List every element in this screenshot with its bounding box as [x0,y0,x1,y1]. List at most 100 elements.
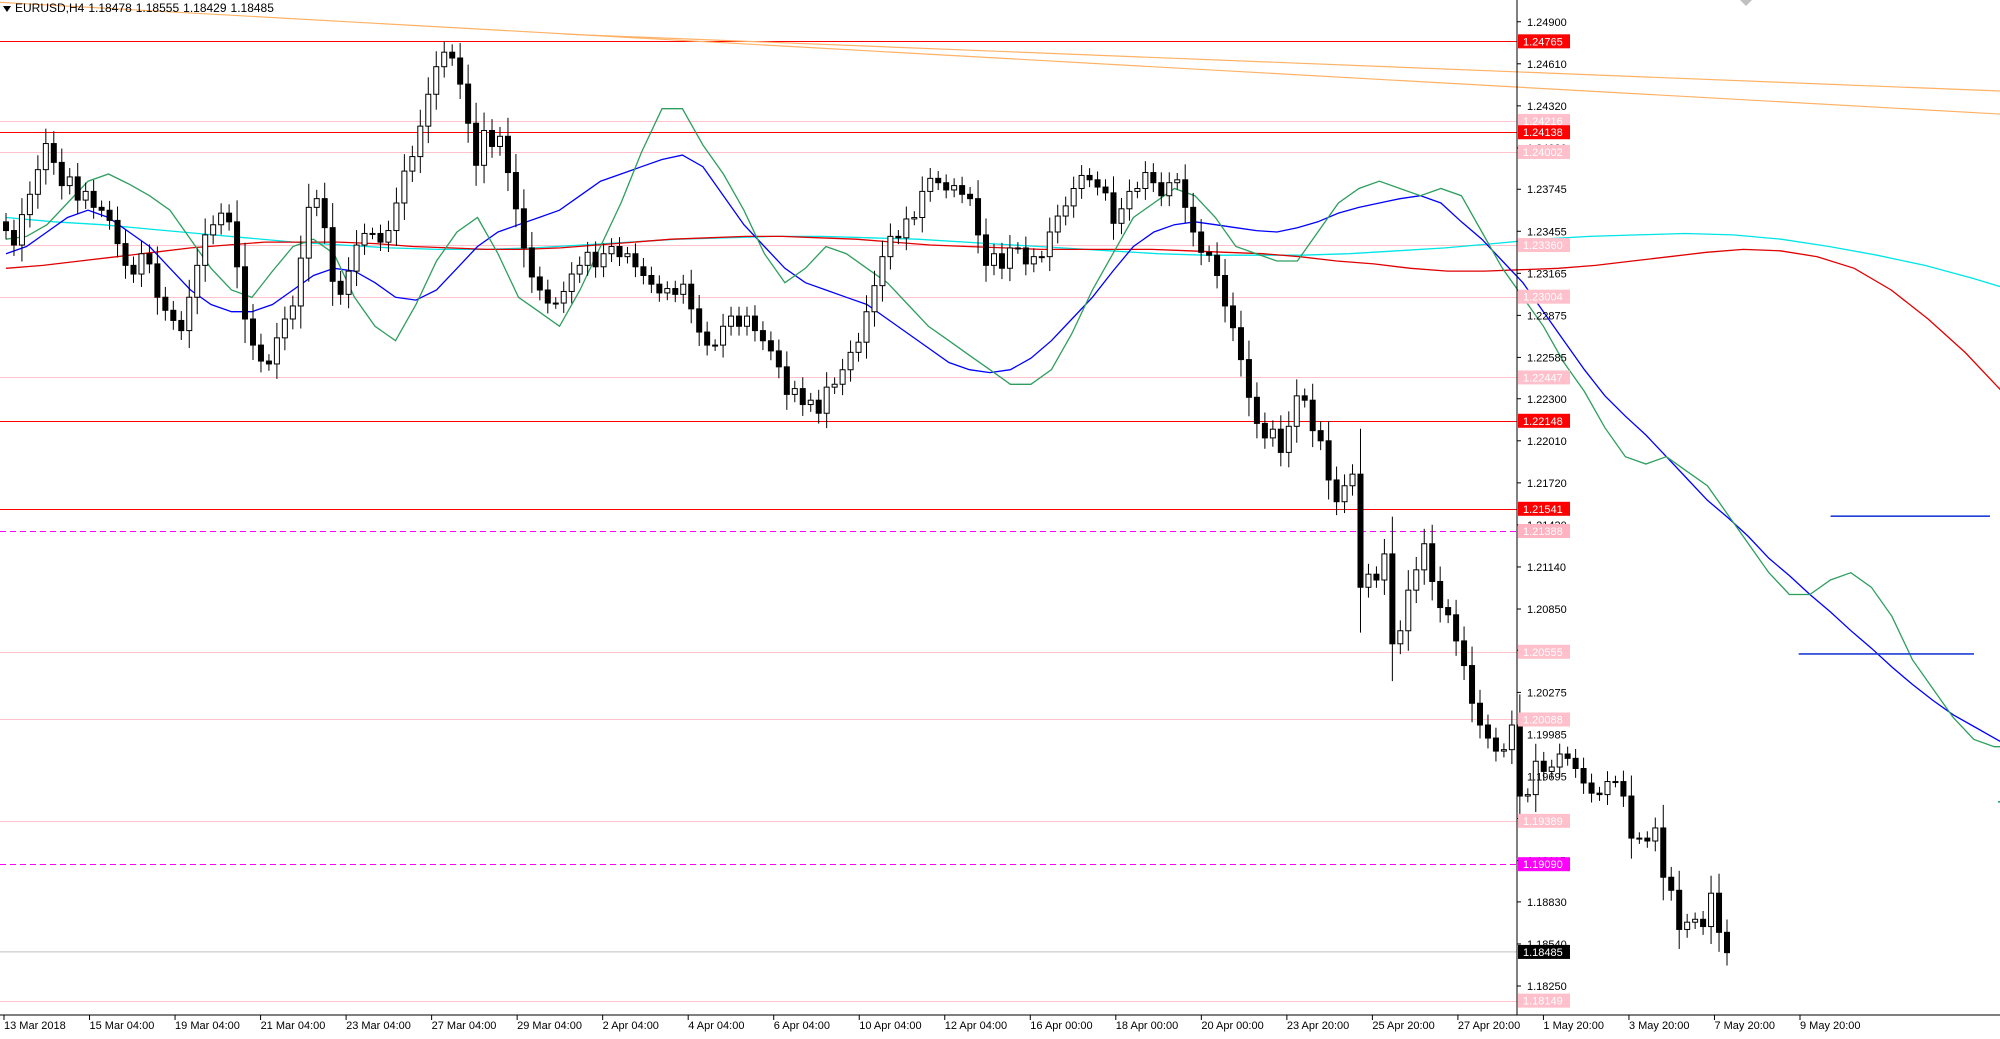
candle-body [1357,473,1364,588]
candle-body [1166,182,1173,197]
candle [1580,757,1587,794]
candle-body [473,122,480,166]
candle-body [1540,760,1547,772]
candle-body [1668,876,1675,891]
candle [329,203,336,306]
time-tick-label: 10 Apr 04:00 [859,1020,921,1032]
candle [1285,411,1292,468]
price-tick-label: 1.23745 [1527,184,1567,196]
candle-body [1349,473,1356,487]
candle [433,51,440,110]
candle [1492,727,1499,762]
candle-body [1126,190,1133,210]
candle [58,148,65,200]
candle [1620,770,1627,807]
candle-body [1222,275,1229,307]
candle-body [863,311,870,343]
candle-body [194,264,201,298]
price-tick-label: 1.21140 [1527,562,1566,574]
candle-body [345,270,352,295]
level-price-box [1518,144,1570,159]
time-tick-label: 1 May 20:00 [1543,1020,1604,1032]
level-price-label: 1.24216 [1523,116,1563,128]
candle [369,227,376,240]
candle-body [544,289,551,304]
level-price-box [1518,993,1570,1008]
level-price-label: 1.20555 [1523,647,1563,659]
candle-body [122,243,129,266]
candle-body [1684,921,1691,930]
candle [257,333,264,373]
candle-body [1500,749,1507,752]
time-tick-label: 23 Apr 20:00 [1287,1020,1349,1032]
candle-body [831,383,838,388]
candle-body [1461,640,1468,667]
candle [1540,751,1547,781]
candle [1110,176,1117,240]
candle [1668,866,1675,901]
candle [815,389,822,424]
candle [50,131,57,175]
candle [353,230,360,287]
candle [688,269,695,324]
candle-body [815,399,822,414]
candle-body [600,253,607,268]
price-tick-label: 1.22010 [1527,436,1567,448]
candle-body [1118,208,1125,224]
candle-body [1516,724,1523,797]
candle [1277,415,1284,467]
candle [409,145,416,182]
candle-body [42,143,49,171]
candle-body [481,130,488,166]
candle-body [1309,399,1316,432]
time-tick-label: 23 Mar 04:00 [346,1020,411,1032]
candle [1524,788,1531,803]
candle-body [1198,231,1205,253]
level-price-label: 1.22148 [1523,416,1563,428]
candle [624,246,631,264]
candle [1548,759,1555,779]
candle-body [1014,247,1021,250]
price-tick-label: 1.23165 [1527,268,1567,280]
level-price-box [1518,370,1570,385]
level-price-box [1518,523,1570,538]
support-resistance-marks [1798,515,2000,803]
candle [1293,379,1300,443]
time-tick-label: 7 May 20:00 [1714,1020,1775,1032]
candle [990,243,997,276]
candle [879,240,886,302]
candle-body [1676,889,1683,930]
candle-body [130,264,137,275]
time-tick-label: 21 Mar 04:00 [261,1020,326,1032]
candle [1716,873,1723,952]
candle-body [592,251,599,268]
time-tick-label: 18 Apr 00:00 [1116,1020,1178,1032]
candle-body [807,399,814,406]
price-tick-label: 1.18250 [1527,981,1567,993]
candle [1166,172,1173,207]
candle-body [935,177,942,184]
time-tick-label: 19 Mar 04:00 [175,1020,240,1032]
candle-body [759,330,766,342]
candle [1198,219,1205,266]
chevron-down-icon[interactable] [3,5,11,12]
level-price-box [1518,34,1570,49]
candle-body [1660,827,1667,878]
candle [1397,620,1404,655]
candle [568,262,575,304]
candle [481,112,488,184]
candle [1437,566,1444,623]
candle-body [417,125,424,158]
candle-body [743,315,750,327]
chart-header: EURUSD,H4 1.18478 1.18555 1.18429 1.18485 [3,1,278,15]
candle [194,248,201,315]
candle-body [712,344,719,347]
candle-body [903,218,910,239]
candle-body [1182,179,1189,208]
candle-body [688,283,695,310]
candle [457,43,464,100]
candle [743,306,750,336]
candle-body [1253,396,1260,424]
